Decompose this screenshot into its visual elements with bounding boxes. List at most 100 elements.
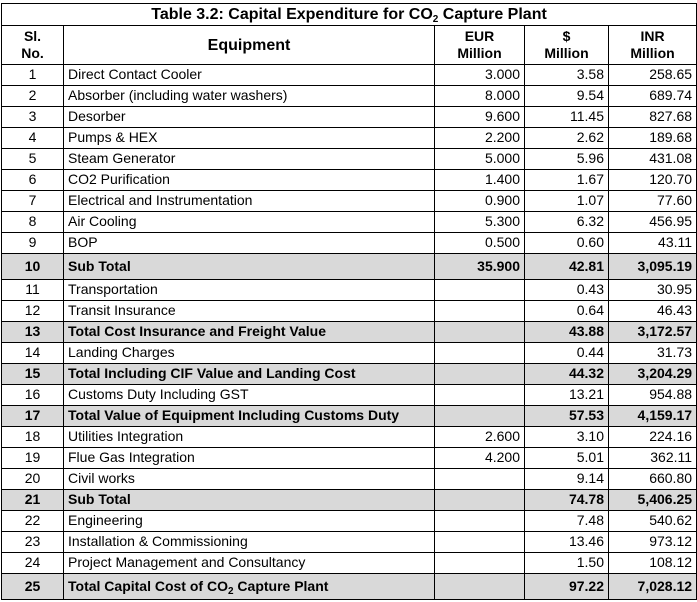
table-row: 22 Engineering 7.48 540.62 xyxy=(1,509,697,532)
row-equipment: Sub Total xyxy=(63,488,435,511)
row-sl-no: 12 xyxy=(1,299,64,322)
row-inr-value: 258.65 xyxy=(607,64,697,86)
row-sl-no: 3 xyxy=(1,105,64,128)
row-inr-value: 43.11 xyxy=(607,231,697,254)
row-eur-value: 2.200 xyxy=(434,126,525,149)
table-row: 3 Desorber 9.600 11.45 827.68 xyxy=(1,105,697,128)
header-eur: EUR Million xyxy=(434,25,525,65)
row-equipment: Landing Charges xyxy=(63,341,435,364)
row-sl-no: 16 xyxy=(1,383,64,406)
row-sl-no: 21 xyxy=(1,488,64,511)
row-sl-no: 13 xyxy=(1,320,64,343)
table-row: 11 Transportation 0.43 30.95 xyxy=(1,278,697,301)
row-sl-no: 22 xyxy=(1,509,64,532)
row-eur-value: 0.900 xyxy=(434,189,525,212)
row-equipment: Total Value of Equipment Including Custo… xyxy=(63,404,435,427)
row-eur-value xyxy=(434,572,525,600)
row-equipment: Customs Duty Including GST xyxy=(63,383,435,406)
row-eur-value xyxy=(434,341,525,364)
row-equipment: Pumps & HEX xyxy=(63,126,435,149)
row-inr-value: 954.88 xyxy=(607,383,697,406)
row-sl-no: 24 xyxy=(1,551,64,574)
table-row: 9 BOP 0.500 0.60 43.11 xyxy=(1,231,697,254)
row-equipment: Absorber (including water washers) xyxy=(63,84,435,107)
row-usd-value: 1.07 xyxy=(524,189,609,212)
table-title: Table 3.2: Capital Expenditure for CO2 C… xyxy=(0,3,697,26)
table-row: 23 Installation & Commissioning 13.46 973.1… xyxy=(1,530,697,553)
row-sl-no: 17 xyxy=(1,404,64,427)
row-inr-value: 973.12 xyxy=(607,530,697,553)
table-row: 25 Total Capital Cost of CO2 Capture Plan… xyxy=(1,572,697,600)
row-equipment: Installation & Commissioning xyxy=(63,530,435,553)
row-inr-value: 77.60 xyxy=(607,189,697,212)
row-sl-no: 5 xyxy=(1,147,64,170)
row-eur-value: 2.600 xyxy=(434,425,525,448)
row-usd-value: 2.62 xyxy=(524,126,609,149)
row-equipment: Transit Insurance xyxy=(63,299,435,322)
table-row: 16 Customs Duty Including GST 13.21 954.88 xyxy=(1,383,697,406)
row-equipment: Project Management and Consultancy xyxy=(63,551,435,574)
table-row: 19 Flue Gas Integration 4.200 5.01 362.11 xyxy=(1,446,697,469)
row-eur-value xyxy=(434,551,525,574)
row-usd-value: 43.88 xyxy=(524,320,609,343)
row-inr-value: 3,172.57 xyxy=(607,320,697,343)
row-inr-value: 224.16 xyxy=(607,425,697,448)
row-inr-value: 362.11 xyxy=(607,446,697,469)
row-usd-value: 97.22 xyxy=(524,572,609,600)
row-usd-value: 3.58 xyxy=(524,64,609,86)
row-inr-value: 120.70 xyxy=(607,168,697,191)
row-usd-value: 11.45 xyxy=(524,105,609,128)
row-eur-value: 35.900 xyxy=(434,252,525,280)
table-row: 18 Utilities Integration 2.600 3.10 224.16 xyxy=(1,425,697,448)
row-equipment: Air Cooling xyxy=(63,210,435,233)
capex-table: Table 3.2: Capital Expenditure for CO2 C… xyxy=(0,3,697,600)
row-sl-no: 18 xyxy=(1,425,64,448)
row-sl-no: 23 xyxy=(1,530,64,553)
row-sl-no: 15 xyxy=(1,362,64,385)
row-equipment: Civil works xyxy=(63,467,435,490)
row-sl-no: 8 xyxy=(1,210,64,233)
row-equipment: Electrical and Instrumentation xyxy=(63,189,435,212)
row-usd-value: 0.60 xyxy=(524,231,609,254)
row-sl-no: 10 xyxy=(1,252,64,280)
row-inr-value: 31.73 xyxy=(607,341,697,364)
row-inr-value: 456.95 xyxy=(607,210,697,233)
row-eur-value: 5.000 xyxy=(434,147,525,170)
row-eur-value xyxy=(434,467,525,490)
row-inr-value: 827.68 xyxy=(607,105,697,128)
row-usd-value: 42.81 xyxy=(524,252,609,280)
row-equipment: Utilities Integration xyxy=(63,425,435,448)
row-sl-no: 14 xyxy=(1,341,64,364)
table-row: 2 Absorber (including water washers) 8.000… xyxy=(1,84,697,107)
row-inr-value: 3,095.19 xyxy=(607,252,697,280)
table-row: 20 Civil works 9.14 660.80 xyxy=(1,467,697,490)
table-row: 12 Transit Insurance 0.64 46.43 xyxy=(1,299,697,322)
row-inr-value: 30.95 xyxy=(607,278,697,301)
table-row: 13 Total Cost Insurance and Freight Value… xyxy=(1,320,697,343)
row-sl-no: 2 xyxy=(1,84,64,107)
row-inr-value: 108.12 xyxy=(607,551,697,574)
row-equipment: Total Capital Cost of CO2 Capture Plant xyxy=(63,572,435,600)
row-usd-value: 74.78 xyxy=(524,488,609,511)
row-inr-value: 431.08 xyxy=(607,147,697,170)
row-eur-value xyxy=(434,320,525,343)
table-row: 5 Steam Generator 5.000 5.96 431.08 xyxy=(1,147,697,170)
header-equipment: Equipment xyxy=(63,25,435,65)
row-sl-no: 7 xyxy=(1,189,64,212)
row-usd-value: 6.32 xyxy=(524,210,609,233)
row-sl-no: 11 xyxy=(1,278,64,301)
table-row: 6 CO2 Purification 1.400 1.67 120.70 xyxy=(1,168,697,191)
row-eur-value: 0.500 xyxy=(434,231,525,254)
row-eur-value xyxy=(434,362,525,385)
table-row: 7 Electrical and Instrumentation 0.900 1.07… xyxy=(1,189,697,212)
row-usd-value: 1.50 xyxy=(524,551,609,574)
row-eur-value: 9.600 xyxy=(434,105,525,128)
row-sl-no: 4 xyxy=(1,126,64,149)
row-usd-value: 3.10 xyxy=(524,425,609,448)
row-equipment: Desorber xyxy=(63,105,435,128)
row-eur-value: 5.300 xyxy=(434,210,525,233)
header-inr: INR Million xyxy=(607,25,697,65)
row-usd-value: 5.01 xyxy=(524,446,609,469)
row-inr-value: 660.80 xyxy=(607,467,697,490)
row-eur-value xyxy=(434,530,525,553)
